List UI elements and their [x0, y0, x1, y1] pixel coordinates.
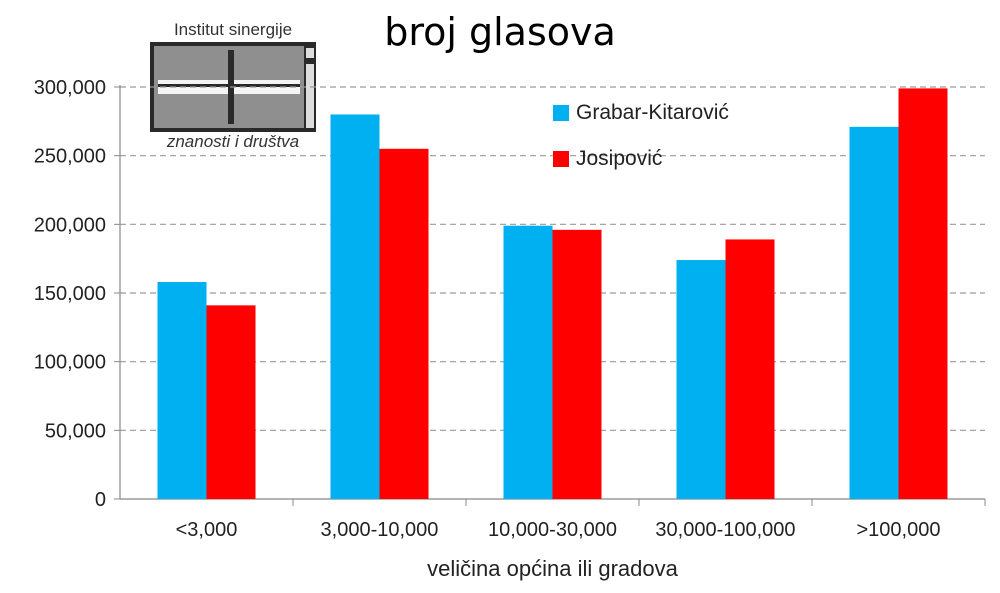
- y-tick-label: 250,000: [34, 146, 106, 168]
- x-tick-label: <3,000: [176, 519, 238, 541]
- x-axis-label: veličina općina ili gradova: [427, 556, 678, 581]
- legend-swatch-josipovic: [553, 151, 569, 167]
- bar-josipovic-2: [552, 229, 602, 499]
- x-tick-label: >100,000: [857, 519, 941, 541]
- bar-josipovic-4: [898, 88, 948, 499]
- logo-bottom-text: znanosti i društva: [166, 132, 300, 151]
- legend-item-josipovic: Josipović: [553, 146, 729, 172]
- y-tick-label: 150,000: [34, 283, 106, 305]
- y-tick-label: 100,000: [34, 352, 106, 374]
- bar-grabar-1: [330, 114, 380, 499]
- bar-josipovic-1: [379, 148, 429, 500]
- bar-grabar-0: [157, 282, 207, 499]
- y-tick-label: 50,000: [45, 420, 106, 442]
- chart-title: broj glasova: [384, 10, 616, 54]
- y-tick-label: 200,000: [34, 214, 106, 236]
- y-tick-label: 0: [95, 489, 106, 511]
- bar-josipovic-0: [206, 305, 256, 499]
- logo-top-text: Institut sinergije: [173, 20, 293, 39]
- chart-legend: Grabar-Kitarović Josipović: [553, 100, 729, 192]
- x-tick-label: 10,000-30,000: [488, 519, 617, 541]
- legend-label-grabar: Grabar-Kitarović: [576, 101, 729, 124]
- y-tick-label: 300,000: [34, 77, 106, 99]
- legend-item-grabar: Grabar-Kitarović: [553, 100, 729, 126]
- bar-josipovic-3: [725, 239, 775, 499]
- bar-grabar-3: [676, 260, 726, 499]
- legend-swatch-grabar: [553, 105, 569, 121]
- x-tick-label: 3,000-10,000: [321, 519, 439, 541]
- bar-grabar-4: [849, 126, 899, 500]
- bar-grabar-2: [503, 225, 553, 499]
- legend-label-josipovic: Josipović: [576, 147, 663, 170]
- x-tick-label: 30,000-100,000: [655, 519, 795, 541]
